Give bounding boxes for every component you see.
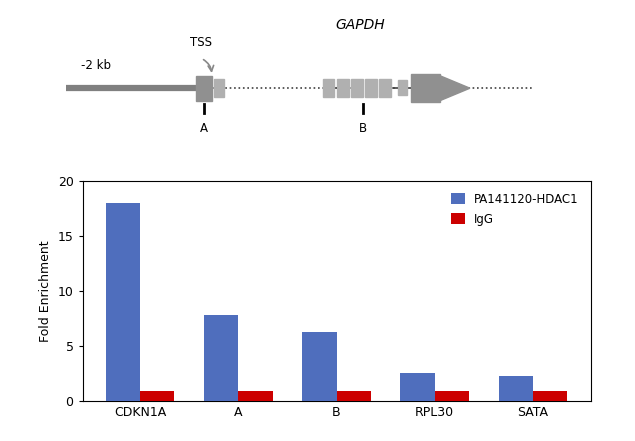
Bar bbox=[379, 79, 391, 97]
Bar bbox=[351, 79, 363, 97]
Y-axis label: Fold Enrichment: Fold Enrichment bbox=[39, 240, 52, 342]
Bar bbox=[196, 76, 212, 101]
Bar bbox=[238, 392, 272, 401]
Text: -2 kb: -2 kb bbox=[81, 59, 111, 72]
Legend: PA141120-HDAC1, IgG: PA141120-HDAC1, IgG bbox=[444, 187, 585, 232]
Bar bbox=[365, 79, 377, 97]
Bar bbox=[302, 332, 337, 401]
Text: B: B bbox=[359, 122, 367, 135]
Bar bbox=[140, 392, 175, 401]
Text: GAPDH: GAPDH bbox=[335, 18, 385, 32]
Bar bbox=[105, 203, 140, 401]
Bar bbox=[401, 373, 435, 401]
Bar bbox=[204, 315, 238, 401]
Bar bbox=[323, 79, 335, 97]
Text: TSS: TSS bbox=[190, 37, 212, 49]
FancyArrow shape bbox=[440, 76, 470, 101]
Text: A: A bbox=[200, 122, 208, 135]
Bar bbox=[435, 392, 469, 401]
Bar bbox=[337, 392, 371, 401]
Bar bbox=[337, 79, 349, 97]
Bar bbox=[398, 80, 407, 95]
Bar bbox=[213, 79, 224, 97]
Bar bbox=[498, 376, 533, 401]
Bar bbox=[533, 392, 568, 401]
Bar bbox=[411, 74, 440, 102]
